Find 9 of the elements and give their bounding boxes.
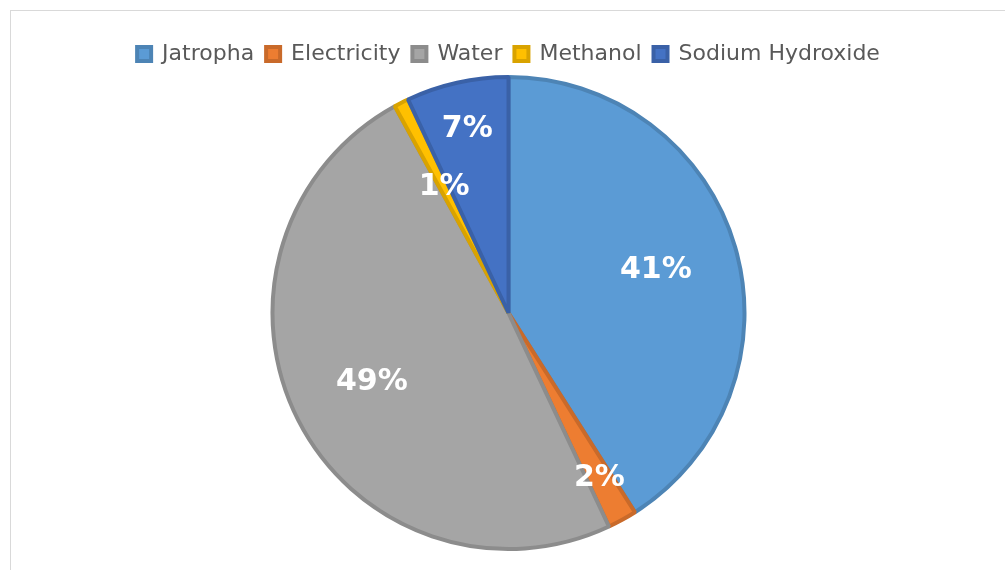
legend-label: Sodium Hydroxide <box>678 39 880 65</box>
data-label: 49% <box>335 362 408 398</box>
data-label: 7% <box>441 108 493 144</box>
legend-label: Methanol <box>539 39 642 65</box>
legend-label: Electricity <box>291 39 401 65</box>
legend-label: Jatropha <box>160 39 255 65</box>
data-label: 1% <box>418 166 470 202</box>
data-label: 41% <box>619 250 692 285</box>
legend-label: Water <box>437 39 504 65</box>
